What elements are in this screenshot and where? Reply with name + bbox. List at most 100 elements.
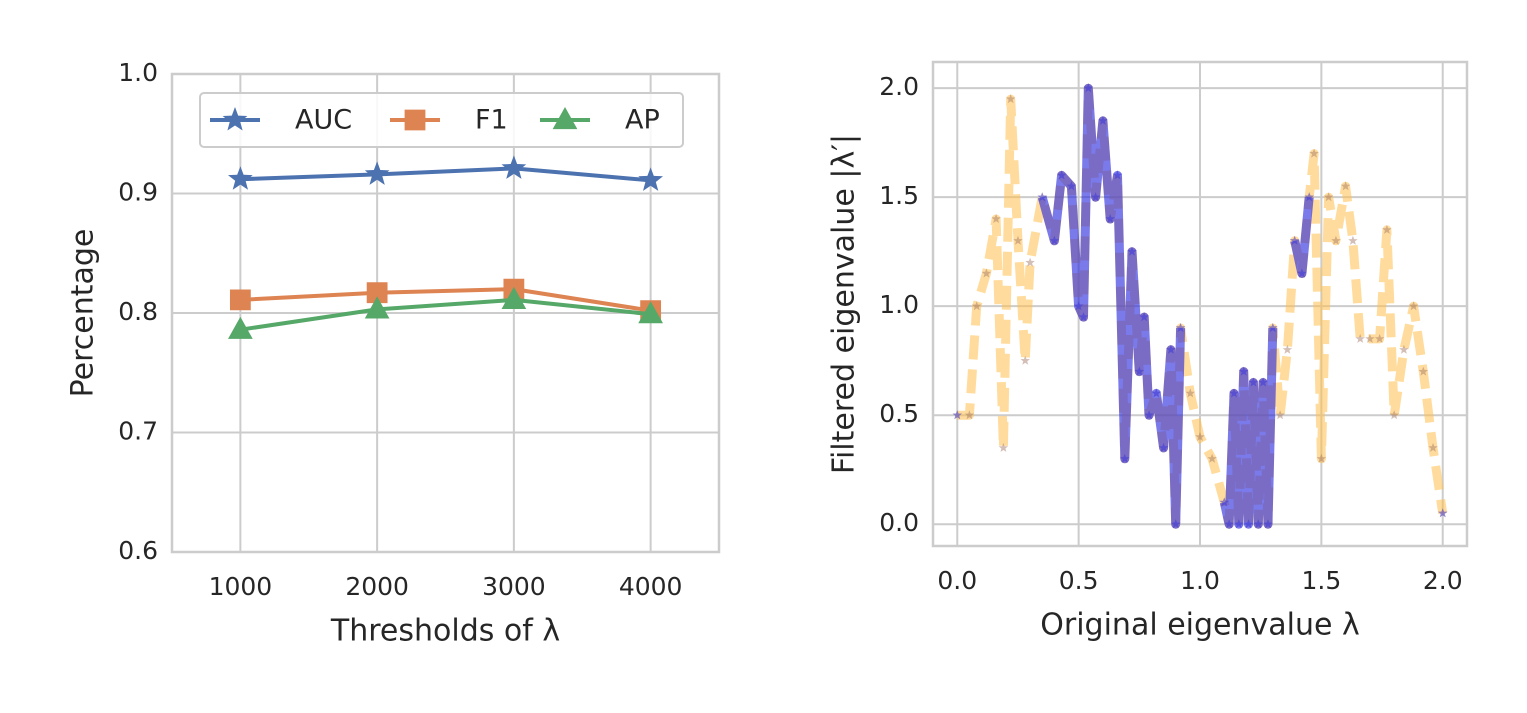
marker — [1127, 246, 1137, 256]
y-tick-label: 0.6 — [118, 536, 158, 565]
marker — [1282, 344, 1293, 354]
marker — [1263, 519, 1273, 529]
marker — [1304, 192, 1314, 202]
series-line — [240, 166, 651, 183]
marker — [501, 286, 527, 309]
marker — [981, 268, 992, 278]
marker — [1219, 497, 1229, 507]
plot-frame — [170, 72, 721, 554]
marker — [1175, 323, 1186, 332]
marker — [1263, 519, 1273, 529]
marker — [1374, 333, 1385, 343]
marker — [364, 296, 390, 319]
marker — [1066, 181, 1077, 191]
marker — [1331, 235, 1341, 245]
marker — [229, 289, 251, 311]
y-tick-label: 0.7 — [118, 417, 158, 446]
marker — [1127, 246, 1137, 256]
marker — [1253, 519, 1263, 529]
marker — [1120, 453, 1130, 463]
marker — [364, 161, 390, 185]
marker — [1418, 366, 1429, 376]
marker — [1268, 323, 1278, 332]
marker — [1253, 519, 1263, 529]
marker — [1083, 83, 1094, 93]
x-tick-label: 0.5 — [1059, 566, 1099, 595]
marker — [971, 301, 982, 311]
x-tick-label: 1000 — [209, 572, 273, 601]
marker — [1229, 388, 1239, 398]
marker — [1258, 377, 1268, 387]
x-tick-label: 0.0 — [937, 566, 977, 595]
marker — [1268, 323, 1278, 332]
marker — [1120, 453, 1130, 463]
marker — [998, 442, 1009, 452]
y-tick-label: 0.5 — [879, 399, 919, 428]
marker — [1234, 519, 1244, 529]
y-tick-label: 2.0 — [879, 72, 919, 101]
marker — [1243, 519, 1254, 529]
x-tick-label: 4000 — [619, 572, 683, 601]
x-tick-label: 2.0 — [1423, 566, 1463, 595]
marker — [1234, 519, 1244, 529]
marker — [1438, 508, 1448, 518]
marker — [1112, 170, 1123, 180]
marker — [228, 166, 253, 190]
marker — [1275, 410, 1285, 420]
marker — [1243, 519, 1254, 529]
marker — [1348, 235, 1358, 245]
marker — [1248, 377, 1259, 387]
marker — [1090, 192, 1101, 202]
marker — [1389, 410, 1399, 420]
marker — [1171, 519, 1181, 529]
marker — [1005, 94, 1016, 104]
series-line — [240, 297, 651, 332]
marker — [1144, 410, 1154, 420]
marker — [1105, 214, 1115, 223]
y-tick-label: 1.0 — [118, 58, 158, 87]
plot-frame — [931, 60, 1469, 548]
marker — [1289, 235, 1300, 245]
marker — [1098, 115, 1108, 125]
marker — [1248, 377, 1259, 387]
marker — [1175, 323, 1186, 332]
marker — [1013, 235, 1023, 245]
marker — [964, 410, 975, 420]
marker — [1304, 192, 1314, 202]
marker — [638, 167, 663, 191]
marker — [1056, 170, 1067, 180]
legend-label: AUC — [295, 105, 352, 136]
y-tick-label: 0.8 — [118, 297, 158, 326]
x-tick-label: 2000 — [345, 572, 409, 601]
marker — [1224, 519, 1234, 529]
legend-marker — [404, 109, 426, 131]
y-tick-label: 1.0 — [879, 290, 919, 319]
x-tick-label: 1.0 — [1180, 566, 1220, 595]
marker — [1428, 442, 1438, 452]
marker — [1049, 235, 1060, 245]
marker — [1340, 181, 1351, 191]
marker — [991, 214, 1001, 223]
marker — [1139, 312, 1149, 322]
marker — [1056, 170, 1067, 180]
y-axis-label: Percentage — [66, 229, 101, 398]
marker — [501, 155, 527, 179]
marker — [1158, 442, 1169, 452]
marker — [1297, 268, 1307, 278]
marker — [1297, 268, 1307, 278]
series-line — [240, 287, 651, 313]
marker — [1219, 497, 1229, 507]
marker — [1078, 312, 1089, 322]
x-axis-label: Thresholds of λ — [330, 614, 560, 649]
y-tick-label: 0.9 — [118, 178, 158, 207]
marker — [1185, 388, 1195, 398]
marker — [1171, 519, 1181, 529]
marker — [952, 410, 962, 420]
legend-label: F1 — [475, 105, 508, 136]
marker — [1037, 192, 1047, 202]
y-axis-label: Filtered eigenvalue |λ′| — [827, 134, 862, 474]
marker — [1134, 366, 1145, 376]
marker — [1073, 301, 1084, 311]
marker — [638, 301, 663, 324]
marker — [1399, 344, 1409, 354]
